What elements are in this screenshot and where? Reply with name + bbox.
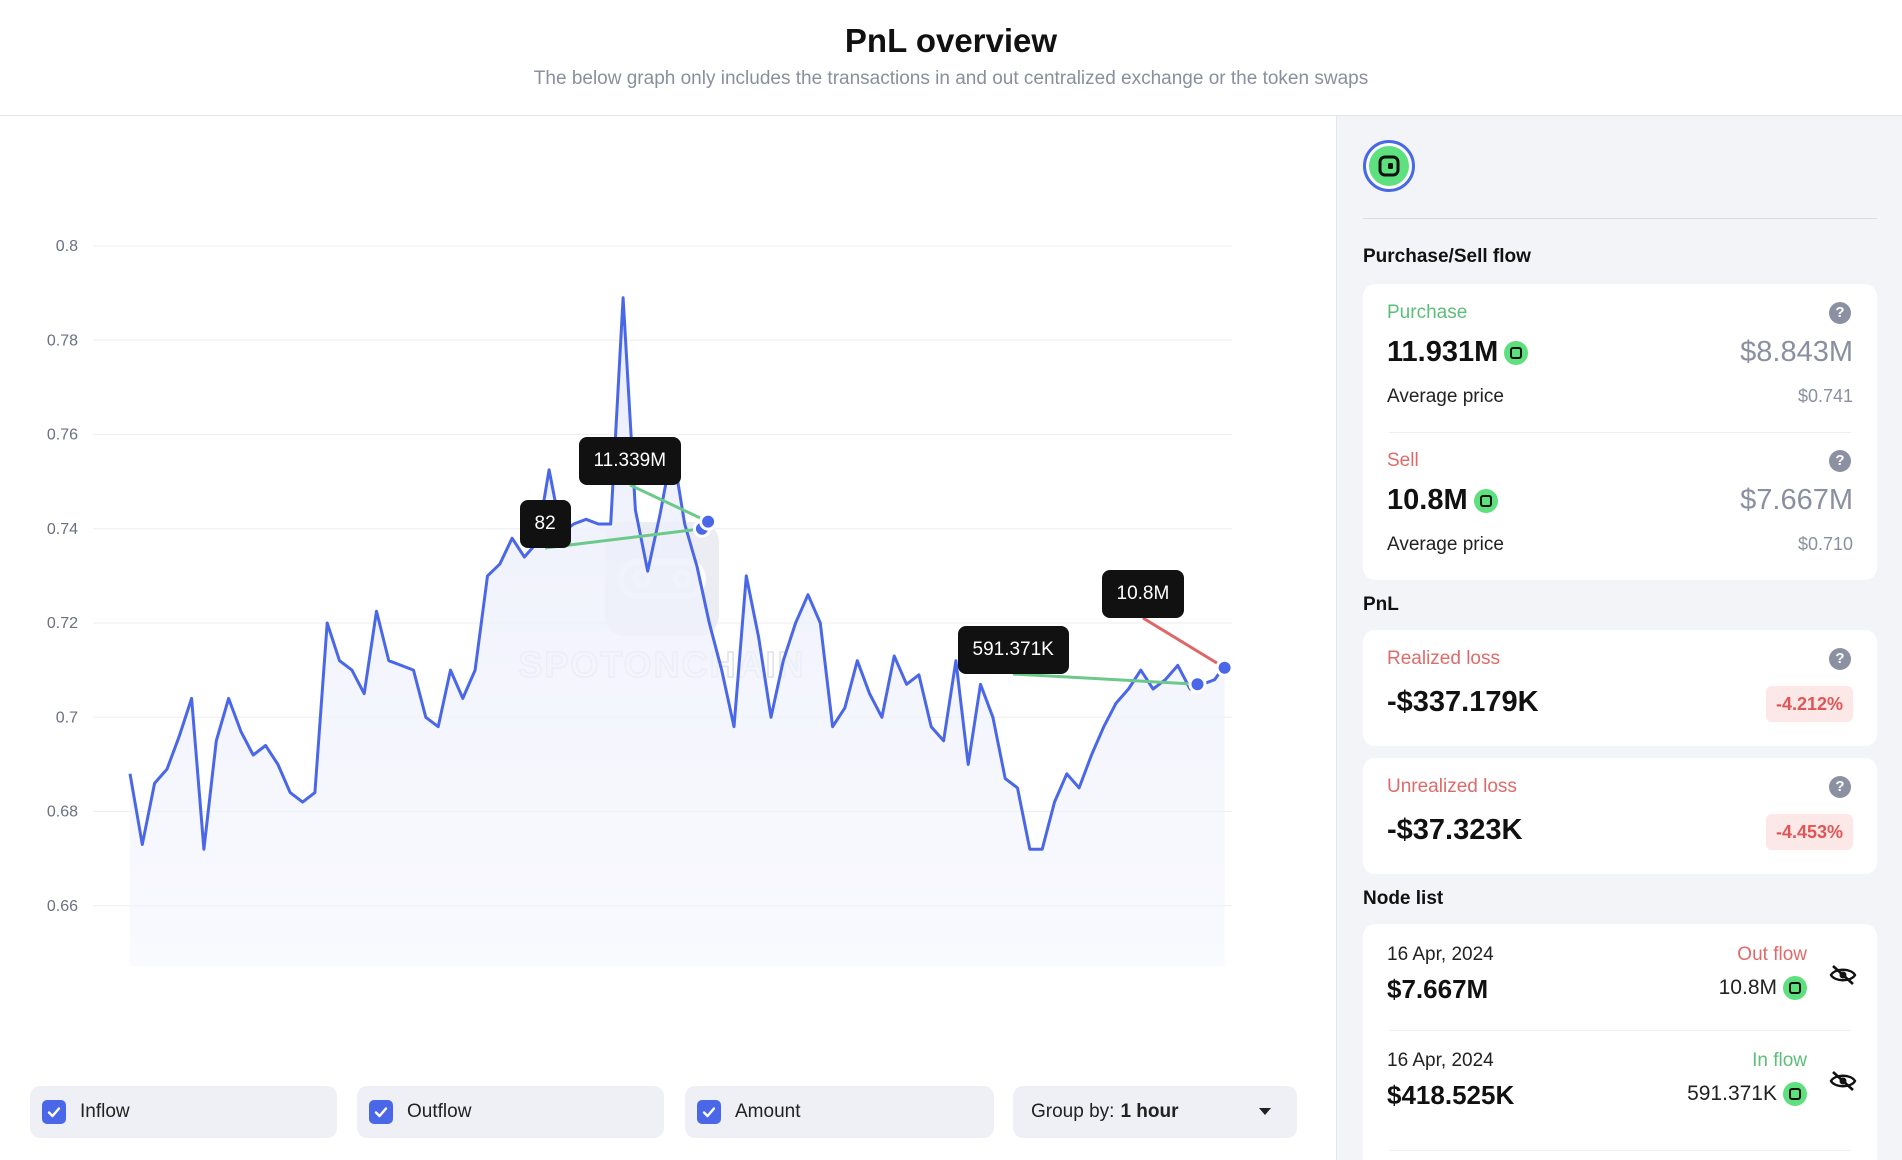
purchase-avg-value: $0.741 <box>1797 386 1853 406</box>
node-amount: 591.371K <box>1687 1082 1807 1107</box>
unrealized-help-icon[interactable]: ? <box>1829 776 1851 798</box>
purchase-amount-value: 11.931M <box>1387 336 1499 368</box>
page-subtitle: The below graph only includes the transa… <box>533 68 1369 89</box>
side-panel: Purchase/Sell flow Purchase ? 11.931M $8… <box>1336 116 1902 1160</box>
token-icon <box>1783 976 1807 1001</box>
y-tick-label: 0.8 <box>56 238 78 255</box>
outflow-label: Outflow <box>407 1101 472 1122</box>
node-connector <box>629 483 709 524</box>
node-point <box>1188 675 1207 694</box>
price-series-line <box>128 296 1226 851</box>
sell-label: Sell <box>1387 450 1419 471</box>
purchase-sell-card: Purchase ? 11.931M $8.843M Average price… <box>1363 284 1877 580</box>
realized-help-icon[interactable]: ? <box>1829 648 1851 670</box>
y-tick-label: 0.74 <box>47 521 78 538</box>
node-tooltip: 11.339M <box>578 437 682 485</box>
node-amount-value: 10.8M <box>1718 976 1777 999</box>
amount-label: Amount <box>735 1101 801 1122</box>
group-by-label: Group by: <box>1031 1101 1115 1122</box>
pnl-line-chart: 0.80.780.760.740.720.70.680.66 SPOTONCHA… <box>47 238 1234 966</box>
token-avatar[interactable] <box>1363 140 1415 192</box>
node-date: 16 Apr, 2024 <box>1387 944 1494 965</box>
node-list: 16 Apr, 2024 Out flow $7.667M 10.8M 16 A… <box>1363 924 1877 1160</box>
node-list-title: Node list <box>1363 888 1444 909</box>
node-flow-out: Out flow <box>1737 944 1807 965</box>
y-axis: 0.8 0.78 0.76 0.74 0.72 0.7 0.68 0.66 <box>47 238 78 915</box>
node-usd: $7.667M <box>1387 974 1489 1004</box>
node-date: 16 Apr, 2024 <box>1387 1050 1494 1071</box>
y-tick-label: 0.78 <box>47 332 78 349</box>
realized-loss-card: Realized loss ? -$337.179K -4.212% <box>1363 630 1877 746</box>
group-by-value: 1 hour <box>1120 1101 1179 1122</box>
realized-loss-value: -$337.179K <box>1387 686 1539 718</box>
unrealized-loss-pct: -4.453% <box>1765 814 1853 850</box>
sell-help-icon[interactable]: ? <box>1829 450 1851 472</box>
sell-usd: $7.667M <box>1740 484 1853 516</box>
node-points <box>692 512 1234 694</box>
inflow-label: Inflow <box>80 1101 130 1122</box>
side-divider <box>1363 218 1877 219</box>
caret-down-icon <box>1259 1108 1271 1115</box>
eye-off-icon[interactable] <box>1829 1070 1857 1092</box>
node-connector <box>1142 616 1226 670</box>
token-icon <box>1783 1082 1807 1107</box>
purchase-usd: $8.843M <box>1740 336 1853 368</box>
realized-loss-pct: -4.212% <box>1765 686 1853 722</box>
node-connector <box>544 527 703 550</box>
node-separator <box>1389 1030 1851 1031</box>
unrealized-loss-label: Unrealized loss <box>1387 776 1517 797</box>
node-separator <box>1389 1150 1851 1151</box>
token-icon <box>1504 341 1529 366</box>
page-header: PnL overview The below graph only includ… <box>0 0 1902 116</box>
node-tooltip: 82 <box>519 500 571 548</box>
token-icon <box>1473 489 1498 514</box>
eye-off-icon[interactable] <box>1829 964 1857 986</box>
outflow-checkbox-icon[interactable] <box>369 1100 393 1124</box>
node-amount: 10.8M <box>1718 976 1807 1001</box>
y-tick-label: 0.66 <box>47 898 78 915</box>
y-tick-label: 0.76 <box>47 427 78 444</box>
inflow-checkbox-icon[interactable] <box>42 1100 66 1124</box>
amount-toggle[interactable]: Amount <box>685 1086 994 1138</box>
inflow-toggle[interactable]: Inflow <box>30 1086 337 1138</box>
purchase-amount: 11.931M <box>1387 336 1529 369</box>
node-connectors <box>544 483 1226 686</box>
node-flow-in: In flow <box>1752 1050 1807 1071</box>
amount-checkbox-icon[interactable] <box>697 1100 721 1124</box>
token-icon <box>1378 155 1400 177</box>
pnl-title: PnL <box>1363 594 1399 615</box>
y-tick-label: 0.7 <box>56 709 78 726</box>
node-connector <box>1012 672 1198 686</box>
unrealized-loss-value: -$37.323K <box>1387 814 1523 846</box>
node-point <box>699 512 718 531</box>
group-by-select[interactable]: Group by: 1 hour <box>1013 1086 1297 1138</box>
node-amount-value: 591.371K <box>1687 1082 1777 1105</box>
sell-avg-value: $0.710 <box>1797 534 1853 554</box>
chart-area-fill <box>130 297 1225 966</box>
purchase-avg-label: Average price <box>1387 386 1504 407</box>
node-tooltip: 591.371K <box>957 626 1069 674</box>
purchase-help-icon[interactable]: ? <box>1829 302 1851 324</box>
node-tooltip: 10.8M <box>1101 570 1185 618</box>
realized-loss-label: Realized loss <box>1387 648 1500 669</box>
chart-controls: Inflow Outflow Amount Group by: 1 hour <box>0 1086 1336 1146</box>
purchase-sell-title: Purchase/Sell flow <box>1363 246 1531 267</box>
node-point <box>1215 658 1234 677</box>
y-tick-label: 0.72 <box>47 615 78 632</box>
sell-amount-value: 10.8M <box>1387 484 1468 516</box>
card-separator <box>1389 432 1851 433</box>
node-usd: $418.525K <box>1387 1080 1515 1110</box>
sell-avg-label: Average price <box>1387 534 1504 555</box>
chart-area: 0.80.780.760.740.720.70.680.66 SPOTONCHA… <box>0 116 1336 1160</box>
outflow-toggle[interactable]: Outflow <box>357 1086 664 1138</box>
y-tick-label: 0.68 <box>47 804 78 821</box>
page-title: PnL overview <box>844 22 1058 59</box>
sell-amount: 10.8M <box>1387 484 1498 517</box>
unrealized-loss-card: Unrealized loss ? -$37.323K -4.453% <box>1363 758 1877 874</box>
purchase-label: Purchase <box>1387 302 1468 323</box>
